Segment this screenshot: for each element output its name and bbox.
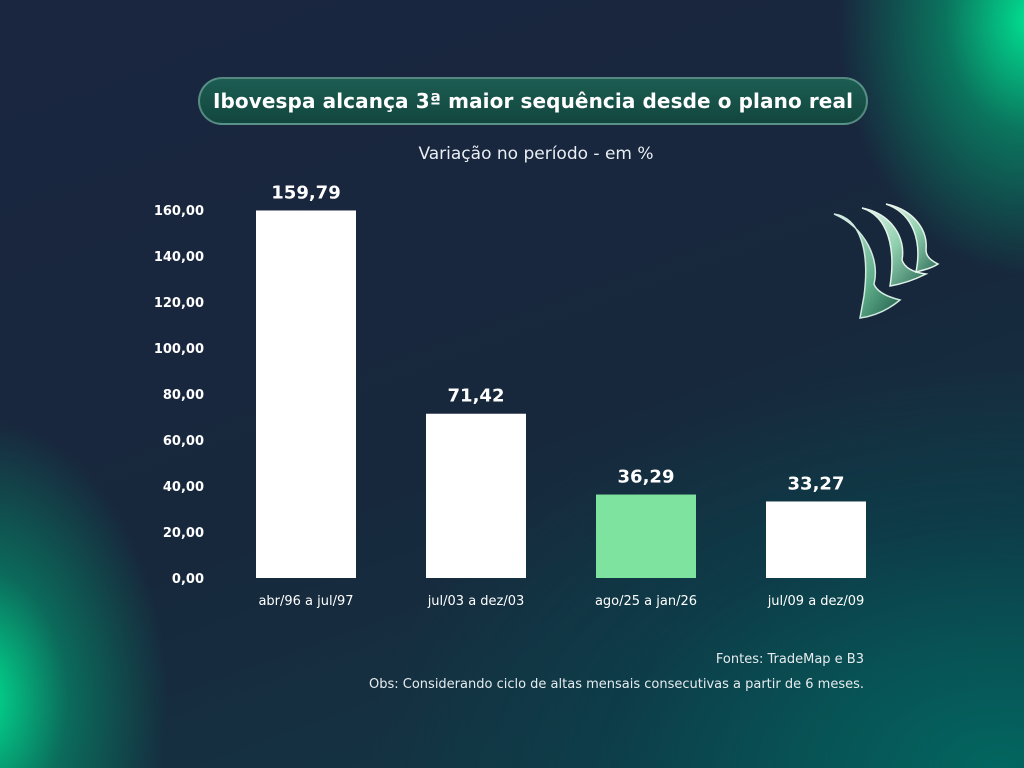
bar-chart: 0,00 20,00 40,00 60,00 80,00 100,00 120,00 140,…	[154, 182, 866, 609]
bar	[426, 413, 526, 578]
y-tick-label: 140,00	[154, 250, 204, 265]
data-label: 159,79	[271, 182, 340, 203]
x-tick-label: ago/25 a jan/26	[595, 594, 697, 609]
x-tick-label: jul/03 a dez/03	[427, 594, 525, 609]
footer-note: Obs: Considerando ciclo de altas mensais…	[369, 677, 864, 692]
footer-sources: Fontes: TradeMap e B3	[715, 652, 864, 667]
x-tick-label: abr/96 a jul/97	[258, 594, 353, 609]
y-tick-label: 20,00	[163, 526, 204, 541]
x-tick-label: jul/09 a dez/09	[767, 594, 865, 609]
y-tick-label: 40,00	[163, 480, 204, 495]
bar	[596, 494, 696, 578]
data-label: 71,42	[448, 386, 505, 407]
data-label: 36,29	[618, 467, 675, 488]
bar	[256, 210, 356, 578]
brand-logo-icon	[833, 203, 940, 319]
y-tick-label: 100,00	[154, 342, 204, 357]
y-tick-label: 60,00	[163, 434, 204, 449]
y-tick-label: 80,00	[163, 388, 204, 403]
bar	[766, 501, 866, 578]
y-tick-label: 0,00	[172, 572, 204, 587]
y-tick-label: 120,00	[154, 296, 204, 311]
y-tick-label: 160,00	[154, 204, 204, 219]
chart-title: Ibovespa alcança 3ª maior sequência desd…	[198, 77, 868, 125]
data-label: 33,27	[788, 473, 845, 494]
chart-subtitle: Variação no período - em %	[418, 144, 654, 164]
chart-title-text: Ibovespa alcança 3ª maior sequência desd…	[212, 89, 854, 113]
